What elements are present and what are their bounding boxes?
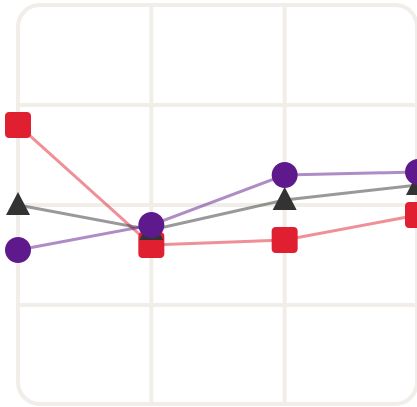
series-line bbox=[16, 123, 417, 247]
series-lines bbox=[16, 123, 417, 252]
data-point-circle bbox=[5, 237, 31, 263]
data-point-square bbox=[271, 227, 298, 253]
data-point-square bbox=[405, 202, 417, 228]
data-point-square bbox=[5, 112, 31, 138]
series-markers bbox=[5, 112, 417, 263]
data-point-circle bbox=[138, 212, 165, 238]
data-point-triangle bbox=[6, 192, 30, 215]
data-point-triangle bbox=[272, 187, 297, 210]
data-point-circle bbox=[271, 162, 298, 188]
series-line bbox=[17, 170, 417, 252]
series-line bbox=[17, 183, 417, 232]
data-point-circle bbox=[405, 159, 417, 185]
